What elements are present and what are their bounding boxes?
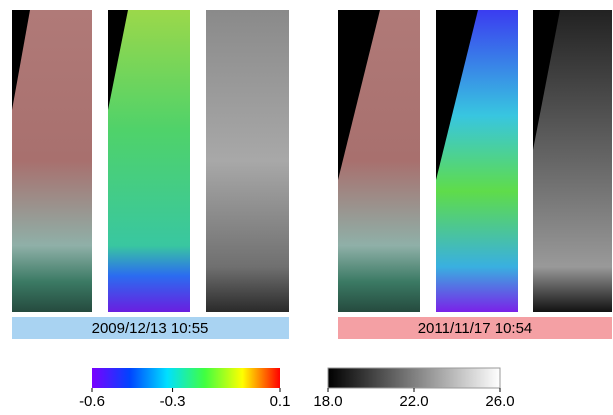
index-image bbox=[108, 10, 190, 312]
thermal-image bbox=[206, 10, 289, 312]
figure: 2009/12/13 10:55 2011/11/17 10:54 -0.6 -0… bbox=[0, 0, 613, 410]
tick-label: 26.0 bbox=[485, 393, 514, 410]
tick-label: 0.1 bbox=[270, 393, 291, 410]
tick-label: 18.0 bbox=[313, 393, 342, 410]
colorbar bbox=[328, 368, 500, 388]
tick-label: -0.3 bbox=[160, 393, 186, 410]
tick-label: -0.6 bbox=[79, 393, 105, 410]
tick-label: 22.0 bbox=[399, 393, 428, 410]
date-label: 2011/11/17 10:54 bbox=[418, 320, 533, 337]
image-panels bbox=[12, 10, 612, 312]
date-label: 2009/12/13 10:55 bbox=[92, 320, 209, 337]
false-color-image bbox=[12, 10, 92, 312]
colorbar bbox=[92, 368, 280, 388]
